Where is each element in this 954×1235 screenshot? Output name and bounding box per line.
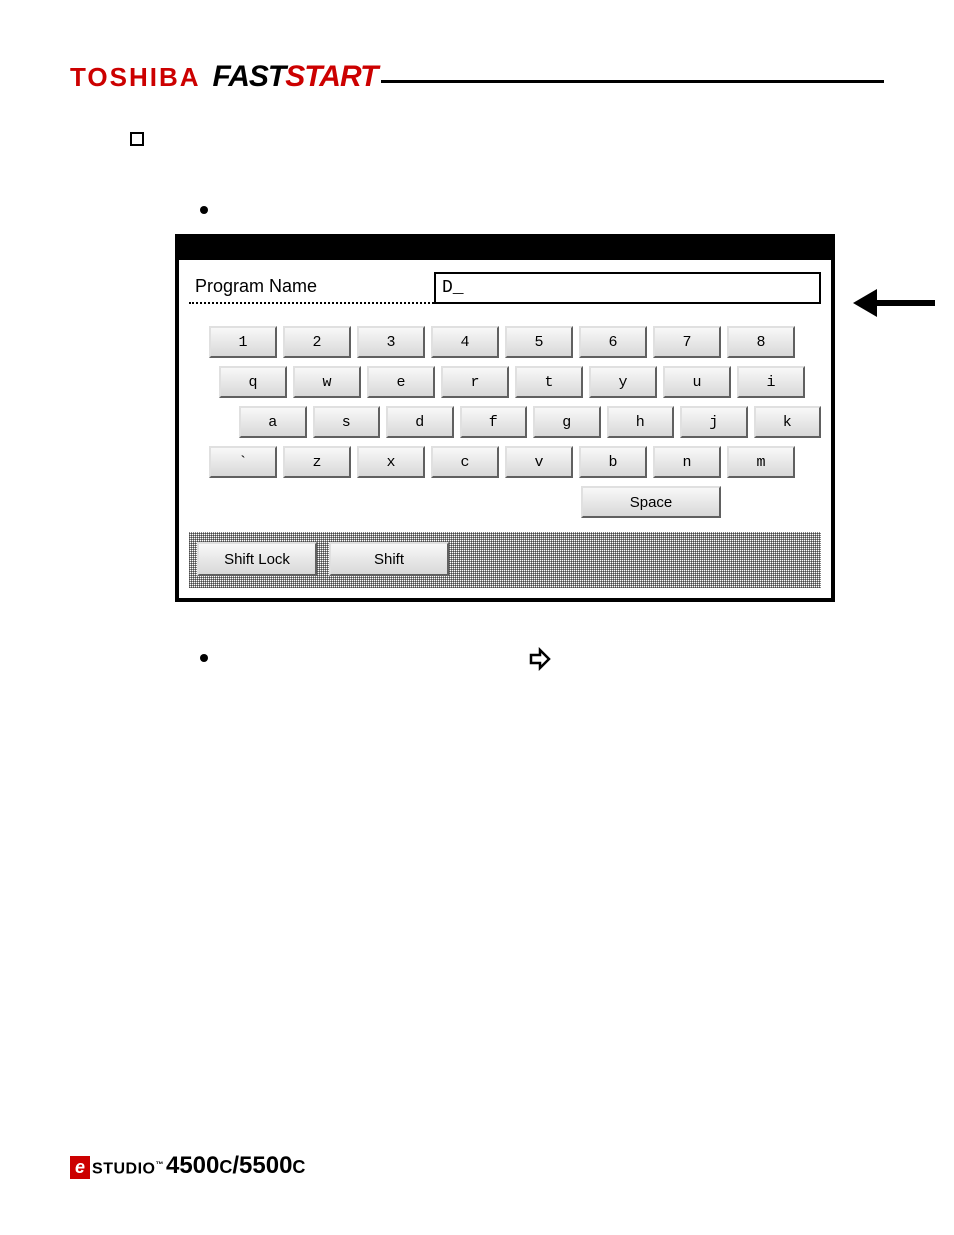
start-text: START <box>285 60 377 93</box>
model-4500: 4500 <box>166 1152 219 1179</box>
header: TOSHIBA FASTSTART <box>70 60 884 94</box>
key-m[interactable]: m <box>727 446 795 478</box>
key-n[interactable]: n <box>653 446 721 478</box>
key-k[interactable]: k <box>754 406 822 438</box>
key-3[interactable]: 3 <box>357 326 425 358</box>
checkbox-icon <box>130 132 144 146</box>
key-shift[interactable]: Shift <box>329 542 449 576</box>
key-e[interactable]: e <box>367 366 435 398</box>
key-4[interactable]: 4 <box>431 326 499 358</box>
key-backtick[interactable]: ` <box>209 446 277 478</box>
keyboard-titlebar <box>179 238 831 260</box>
program-name-input[interactable]: D_ <box>434 272 821 304</box>
key-d[interactable]: d <box>386 406 454 438</box>
model-c2: C <box>292 1157 305 1177</box>
key-x[interactable]: x <box>357 446 425 478</box>
model-numbers: 4500C/5500C <box>166 1152 305 1180</box>
key-row-3: a s d f g h j k <box>209 406 821 438</box>
key-r[interactable]: r <box>441 366 509 398</box>
studio-text: STUDIO™ <box>92 1160 164 1178</box>
key-w[interactable]: w <box>293 366 361 398</box>
program-name-row: Program Name D_ <box>189 272 821 304</box>
key-i[interactable]: i <box>737 366 805 398</box>
arrow-indicator <box>853 289 935 317</box>
key-b[interactable]: b <box>579 446 647 478</box>
key-shift-lock[interactable]: Shift Lock <box>197 542 317 576</box>
key-rows: 1 2 3 4 5 6 7 8 q w e r t <box>189 326 821 518</box>
key-7[interactable]: 7 <box>653 326 721 358</box>
bullet-icon <box>200 206 208 214</box>
bullet-icon <box>200 654 208 662</box>
key-t[interactable]: t <box>515 366 583 398</box>
bullet-item-1 <box>200 206 884 214</box>
arrow-line-icon <box>877 300 935 306</box>
bullet-item-2 <box>200 647 884 669</box>
key-a[interactable]: a <box>239 406 307 438</box>
key-space[interactable]: Space <box>581 486 721 518</box>
input-arrow-icon <box>528 647 550 669</box>
keyboard-frame: Program Name D_ 1 2 3 4 5 6 7 8 <box>175 234 835 602</box>
key-v[interactable]: v <box>505 446 573 478</box>
key-8[interactable]: 8 <box>727 326 795 358</box>
key-1[interactable]: 1 <box>209 326 277 358</box>
key-u[interactable]: u <box>663 366 731 398</box>
key-6[interactable]: 6 <box>579 326 647 358</box>
program-name-label: Program Name <box>189 272 434 304</box>
space-row: Space <box>209 486 821 518</box>
faststart-logo: FASTSTART <box>213 60 378 94</box>
key-j[interactable]: j <box>680 406 748 438</box>
toshiba-logo: TOSHIBA <box>70 62 201 93</box>
tm-symbol: ™ <box>155 1160 164 1169</box>
key-5[interactable]: 5 <box>505 326 573 358</box>
keyboard-footer: Shift Lock Shift <box>189 532 821 588</box>
key-y[interactable]: y <box>589 366 657 398</box>
fast-text: FAST <box>213 60 286 93</box>
key-q[interactable]: q <box>219 366 287 398</box>
keyboard-panel: Program Name D_ 1 2 3 4 5 6 7 8 <box>175 234 835 602</box>
key-c[interactable]: c <box>431 446 499 478</box>
key-h[interactable]: h <box>607 406 675 438</box>
arrow-head-icon <box>853 289 877 317</box>
header-rule <box>381 80 884 83</box>
e-studio-e-icon: e <box>70 1156 90 1179</box>
page: TOSHIBA FASTSTART Program Name D_ 1 <box>0 0 954 1235</box>
footer: e STUDIO™ 4500C/5500C <box>70 1152 305 1180</box>
key-s[interactable]: s <box>313 406 381 438</box>
model-5500: 5500 <box>239 1152 292 1179</box>
keyboard-body: Program Name D_ 1 2 3 4 5 6 7 8 <box>179 260 831 598</box>
key-row-4: ` z x c v b n m <box>209 446 821 478</box>
key-g[interactable]: g <box>533 406 601 438</box>
key-row-2: q w e r t y u i <box>209 366 821 398</box>
key-f[interactable]: f <box>460 406 528 438</box>
studio-label: STUDIO <box>92 1160 155 1177</box>
key-row-1: 1 2 3 4 5 6 7 8 <box>209 326 821 358</box>
key-2[interactable]: 2 <box>283 326 351 358</box>
model-c1: C <box>219 1157 232 1177</box>
key-z[interactable]: z <box>283 446 351 478</box>
